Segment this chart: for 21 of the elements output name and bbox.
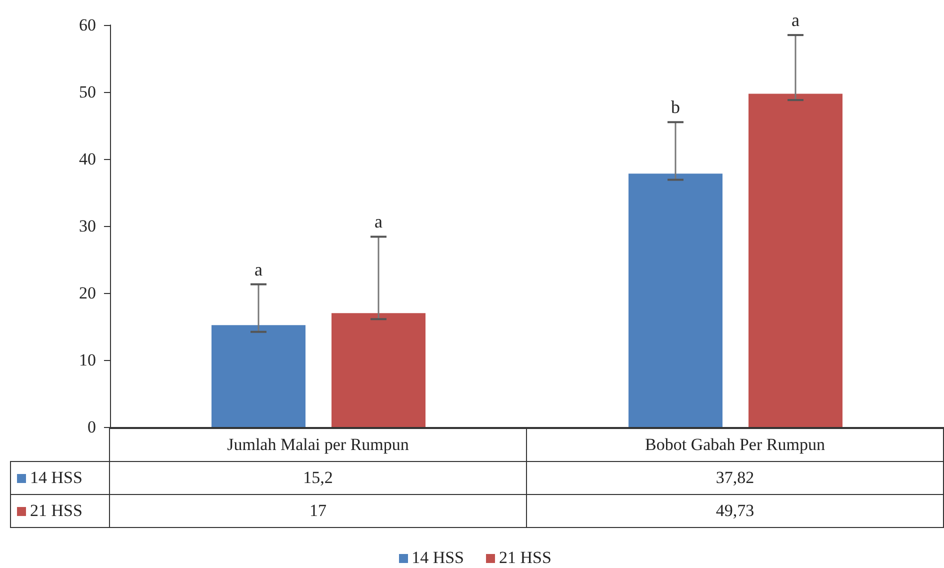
data-label: 15,2 bbox=[110, 462, 526, 494]
data-label: 17 bbox=[110, 494, 526, 528]
annotation: a bbox=[792, 10, 800, 30]
y-tick-label: 20 bbox=[79, 284, 96, 302]
y-tick-label: 40 bbox=[79, 150, 96, 168]
y-tick-label: 30 bbox=[79, 216, 96, 236]
annotation: b bbox=[671, 97, 680, 118]
data-label: 37,82 bbox=[526, 462, 944, 494]
y-tick-label: 0 bbox=[88, 418, 96, 436]
x-tick-label: Bobot Gabah Per Rumpun bbox=[526, 428, 944, 462]
y-tick-label: 10 bbox=[79, 350, 96, 370]
annotation: a bbox=[254, 259, 262, 280]
text: 14 HSS bbox=[30, 468, 82, 487]
legend-label: 14 HSS bbox=[410, 548, 464, 567]
text: 21 HSS bbox=[30, 501, 82, 520]
data-label: 49,73 bbox=[526, 494, 944, 528]
x-tick-label: Jumlah Malai per Rumpun bbox=[110, 428, 526, 462]
legend-label: 21 HSS bbox=[498, 548, 552, 567]
y-tick-label: 50 bbox=[79, 82, 96, 102]
y-tick-label: 60 bbox=[79, 16, 96, 34]
annotation: a bbox=[374, 212, 382, 232]
